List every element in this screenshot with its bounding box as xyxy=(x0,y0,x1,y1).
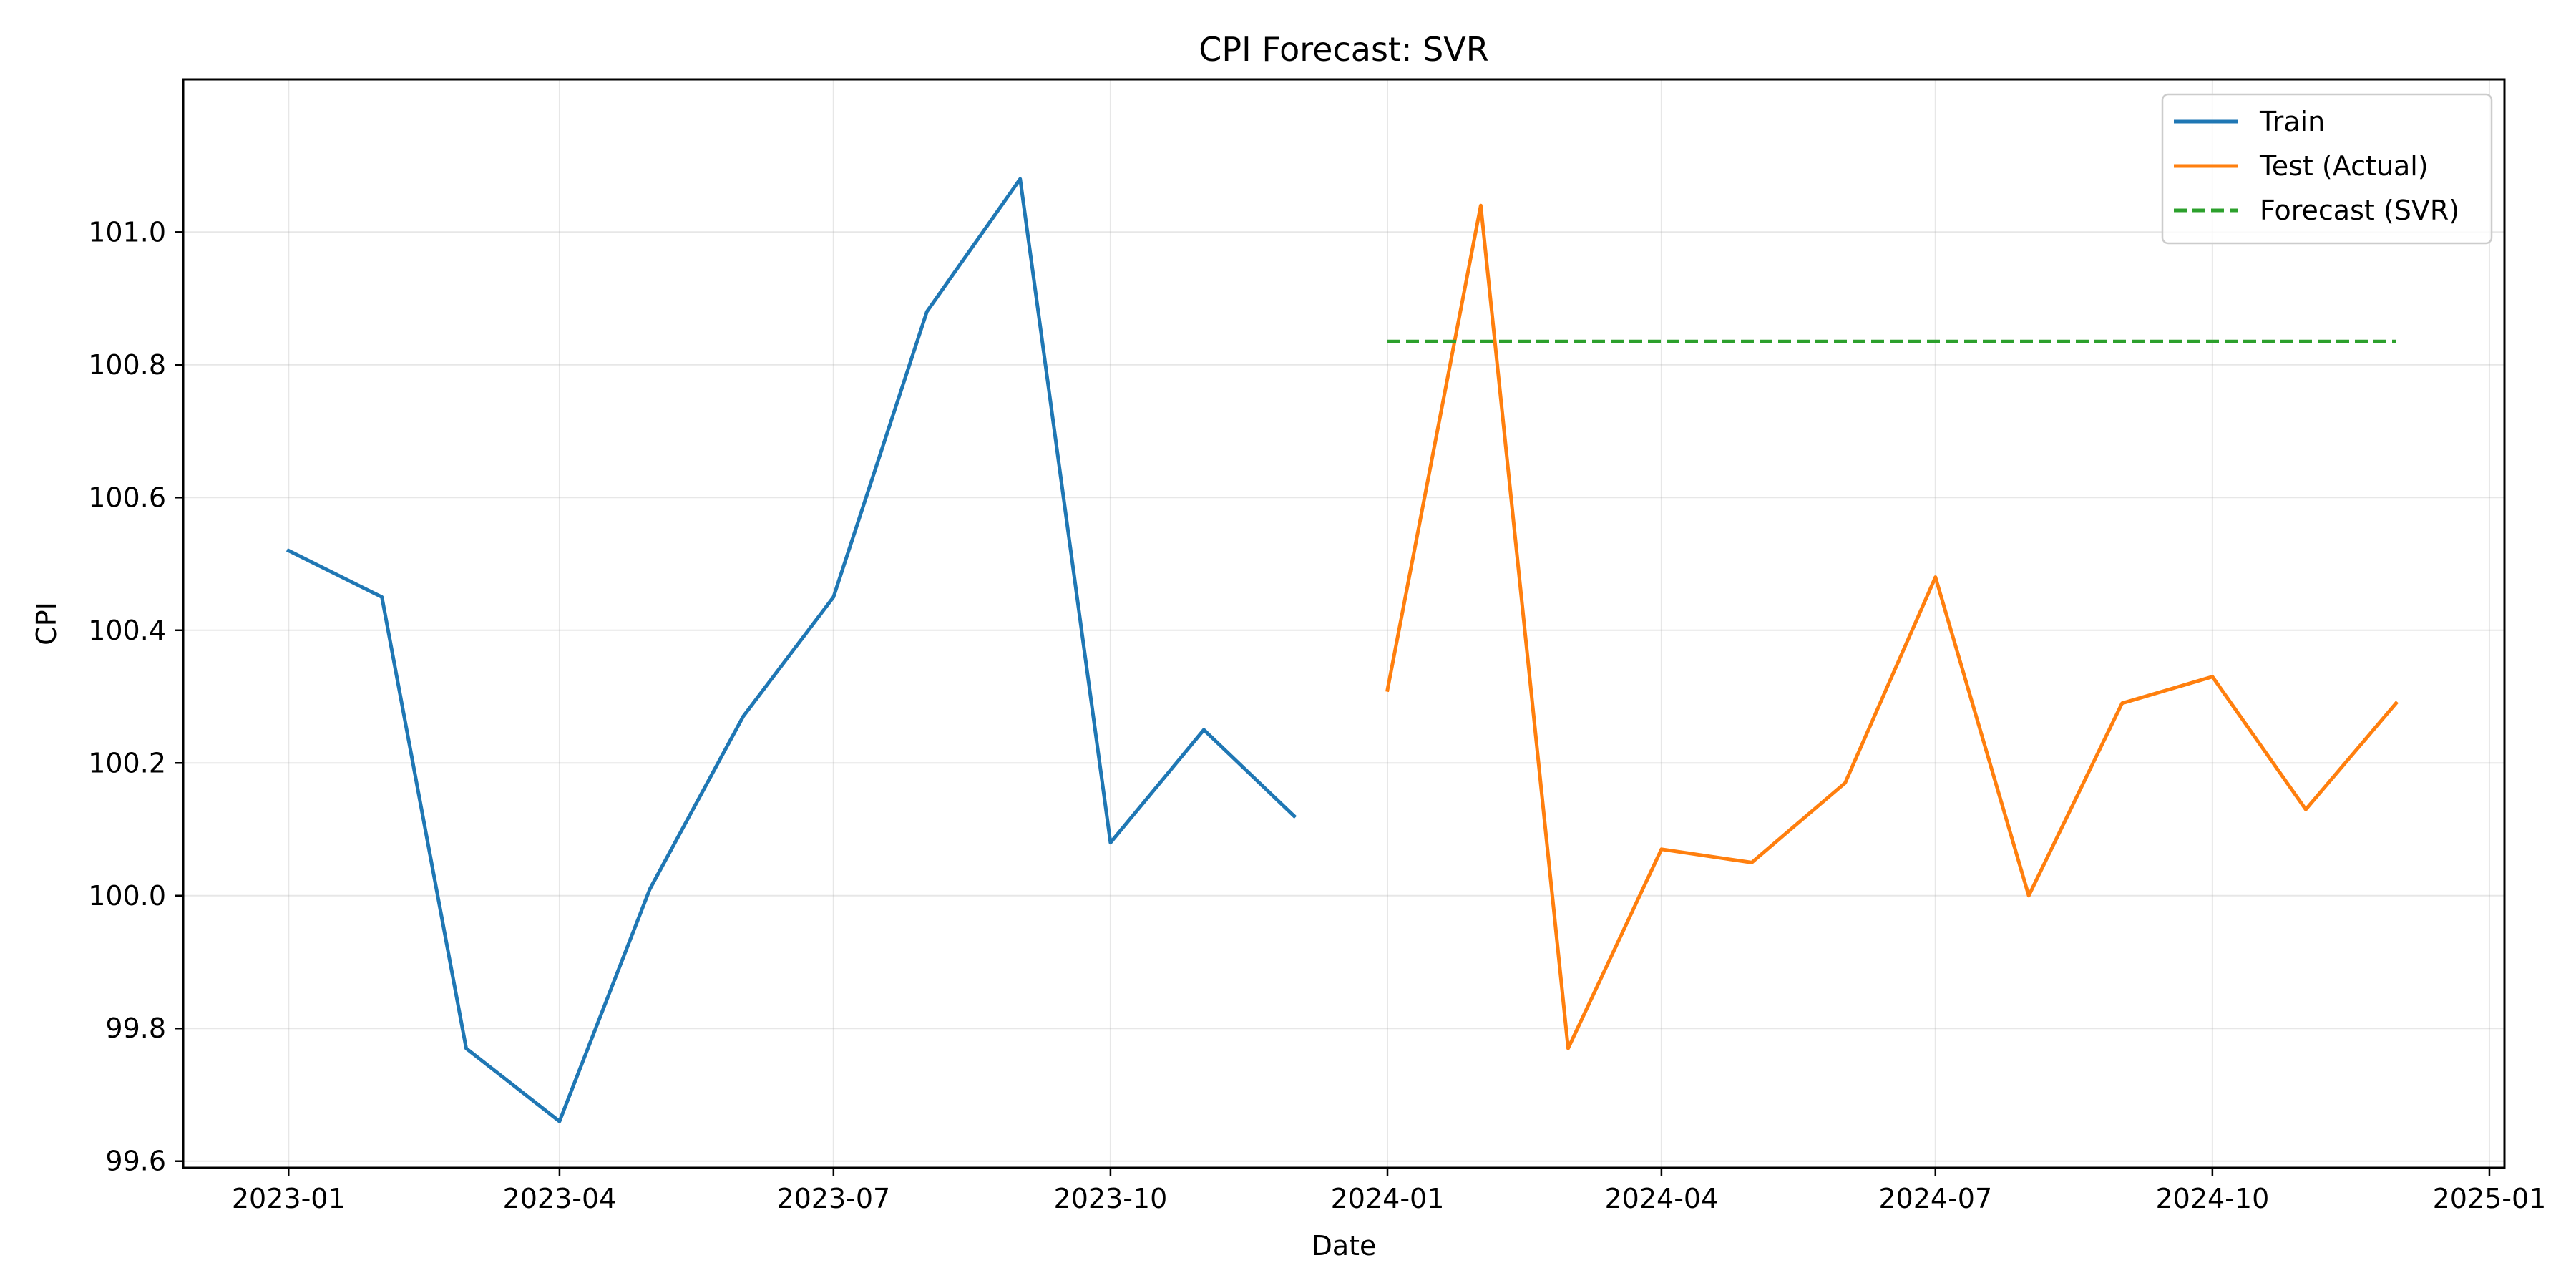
legend-label-2: Test (Actual) xyxy=(2259,150,2429,182)
x-tick-label: 2023-07 xyxy=(776,1183,890,1214)
plot-series xyxy=(286,177,2399,1123)
x-tick-label: 2023-10 xyxy=(1054,1183,1168,1214)
legend-label-3: Forecast (SVR) xyxy=(2260,195,2459,226)
x-tick-label: 2025-01 xyxy=(2433,1183,2547,1214)
x-tick-label: 2024-07 xyxy=(1878,1183,1992,1214)
y-axis-title: CPI xyxy=(31,602,62,645)
legend-label-1: Train xyxy=(2259,106,2325,137)
chart-title: CPI Forecast: SVR xyxy=(1199,30,1488,69)
x-tick-label: 2023-01 xyxy=(232,1183,346,1214)
y-tick-label: 100.0 xyxy=(88,880,166,912)
x-tick-label: 2023-04 xyxy=(503,1183,617,1214)
y-tick-label: 100.8 xyxy=(88,349,166,381)
x-tick-label: 2024-10 xyxy=(2155,1183,2269,1214)
y-tick-label: 100.4 xyxy=(88,615,166,646)
legend-box xyxy=(2161,93,2493,245)
x-tick-label: 2024-01 xyxy=(1331,1183,1445,1214)
series-line-2 xyxy=(1385,203,2399,1050)
series-line-1 xyxy=(286,177,1297,1123)
legend: Train Test (Actual) Forecast (SVR) xyxy=(2161,93,2493,245)
plot-frame xyxy=(182,78,2506,1169)
axis-ticks: 2023-01 2023-04 2023-07 2023-10 2024-01 2024-… xyxy=(88,216,2546,1214)
y-tick-label: 99.6 xyxy=(105,1146,166,1177)
x-tick-label: 2024-04 xyxy=(1605,1183,1719,1214)
y-tick-label: 100.6 xyxy=(88,482,166,513)
y-tick-label: 100.2 xyxy=(88,747,166,779)
y-tick-label: 99.8 xyxy=(105,1013,166,1044)
grid-lines xyxy=(183,79,2504,1168)
x-axis-title: Date xyxy=(1312,1230,1377,1262)
y-tick-label: 101.0 xyxy=(88,216,166,248)
